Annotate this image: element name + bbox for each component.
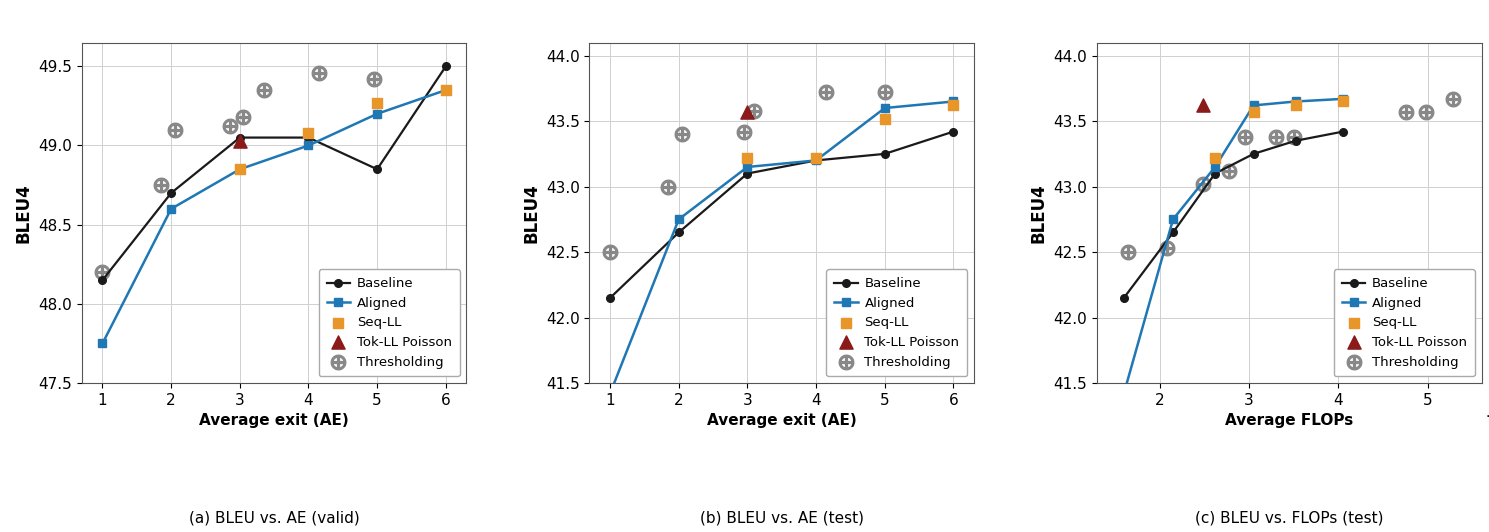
Legend: Baseline, Aligned, Seq-LL, Tok-LL Poisson, Thresholding: Baseline, Aligned, Seq-LL, Tok-LL Poisso…: [319, 269, 460, 377]
Seq-LL: [1242, 107, 1266, 116]
Legend: Baseline, Aligned, Seq-LL, Tok-LL Poisson, Thresholding: Baseline, Aligned, Seq-LL, Tok-LL Poisso…: [1334, 269, 1476, 377]
Thresholding: [670, 130, 694, 138]
Seq-LL: [804, 154, 828, 162]
Baseline: [1115, 295, 1133, 301]
Aligned: [1206, 164, 1224, 170]
Line: Aligned: Aligned: [606, 97, 957, 398]
Thresholding: [599, 248, 622, 256]
Thresholding: [162, 126, 186, 134]
Aligned: [1245, 102, 1263, 109]
Aligned: [368, 111, 386, 117]
Baseline: [1286, 138, 1304, 144]
Baseline: [670, 229, 688, 236]
Thresholding: [307, 69, 331, 77]
Aligned: [1115, 390, 1133, 397]
Aligned: [602, 390, 619, 397]
Baseline: [944, 128, 962, 135]
Aligned: [299, 142, 317, 148]
Thresholding: [1415, 107, 1438, 116]
Aligned: [1286, 98, 1304, 105]
Baseline: [739, 170, 756, 177]
Thresholding: [1191, 180, 1215, 188]
Baseline: [807, 157, 825, 164]
Y-axis label: BLEU4: BLEU4: [15, 183, 33, 243]
Baseline: [1334, 128, 1352, 135]
Seq-LL: [736, 154, 759, 162]
Thresholding: [1218, 167, 1242, 175]
Baseline: [162, 190, 180, 196]
Text: (c) BLEU vs. FLOPs (test): (c) BLEU vs. FLOPs (test): [1196, 511, 1383, 526]
Thresholding: [1441, 95, 1465, 103]
Baseline: [1164, 229, 1182, 236]
Aligned: [162, 206, 180, 212]
Thresholding: [1394, 107, 1418, 116]
Aligned: [231, 166, 249, 172]
Aligned: [1164, 216, 1182, 222]
Seq-LL: [1284, 101, 1307, 110]
Baseline: [368, 166, 386, 172]
Thresholding: [1264, 132, 1288, 141]
Thresholding: [252, 86, 275, 94]
Thresholding: [217, 122, 241, 131]
Line: Baseline: Baseline: [98, 62, 450, 284]
Thresholding: [1282, 132, 1306, 141]
Seq-LL: [1203, 154, 1227, 162]
Baseline: [299, 135, 317, 141]
Thresholding: [814, 88, 838, 97]
Seq-LL: [1331, 97, 1355, 106]
Legend: Baseline, Aligned, Seq-LL, Tok-LL Poisson, Thresholding: Baseline, Aligned, Seq-LL, Tok-LL Poisso…: [826, 269, 968, 377]
Baseline: [876, 151, 893, 157]
Seq-LL: [941, 101, 965, 110]
Tok-LL Poisson: [1191, 101, 1215, 110]
Baseline: [1206, 170, 1224, 177]
Baseline: [436, 63, 454, 70]
Aligned: [436, 87, 454, 93]
Line: Aligned: Aligned: [98, 86, 450, 347]
Thresholding: [149, 181, 173, 189]
Aligned: [807, 157, 825, 164]
Tok-LL Poisson: [228, 137, 252, 145]
Text: (a) BLEU vs. AE (valid): (a) BLEU vs. AE (valid): [189, 511, 359, 526]
Line: Baseline: Baseline: [1120, 128, 1346, 302]
X-axis label: Average exit (AE): Average exit (AE): [200, 413, 348, 428]
Thresholding: [657, 182, 680, 191]
Aligned: [876, 105, 893, 111]
Y-axis label: BLEU4: BLEU4: [1030, 183, 1048, 243]
Baseline: [231, 135, 249, 141]
Seq-LL: [296, 129, 320, 137]
X-axis label: Average FLOPs: Average FLOPs: [1225, 413, 1354, 428]
X-axis label: Average exit (AE): Average exit (AE): [707, 413, 856, 428]
Aligned: [670, 216, 688, 222]
Thresholding: [231, 113, 255, 121]
Aligned: [739, 164, 756, 170]
Thresholding: [743, 106, 767, 115]
Baseline: [602, 295, 619, 301]
Text: (b) BLEU vs. AE (test): (b) BLEU vs. AE (test): [700, 511, 864, 526]
Seq-LL: [433, 86, 457, 94]
Thresholding: [91, 268, 115, 277]
Thresholding: [362, 74, 386, 83]
Line: Baseline: Baseline: [606, 128, 957, 302]
Thresholding: [1233, 132, 1257, 141]
Aligned: [94, 340, 112, 347]
Aligned: [944, 98, 962, 105]
Baseline: [94, 277, 112, 284]
Thresholding: [873, 88, 896, 97]
Y-axis label: BLEU4: BLEU4: [523, 183, 541, 243]
Thresholding: [1155, 244, 1179, 252]
Baseline: [1245, 151, 1263, 157]
Thresholding: [733, 127, 756, 136]
Text: $\cdot10^8$: $\cdot10^8$: [1486, 407, 1489, 426]
Seq-LL: [228, 165, 252, 173]
Thresholding: [1117, 248, 1141, 256]
Tok-LL Poisson: [736, 107, 759, 116]
Line: Aligned: Aligned: [1120, 95, 1348, 398]
Seq-LL: [365, 98, 389, 107]
Aligned: [1334, 96, 1352, 102]
Seq-LL: [873, 114, 896, 123]
